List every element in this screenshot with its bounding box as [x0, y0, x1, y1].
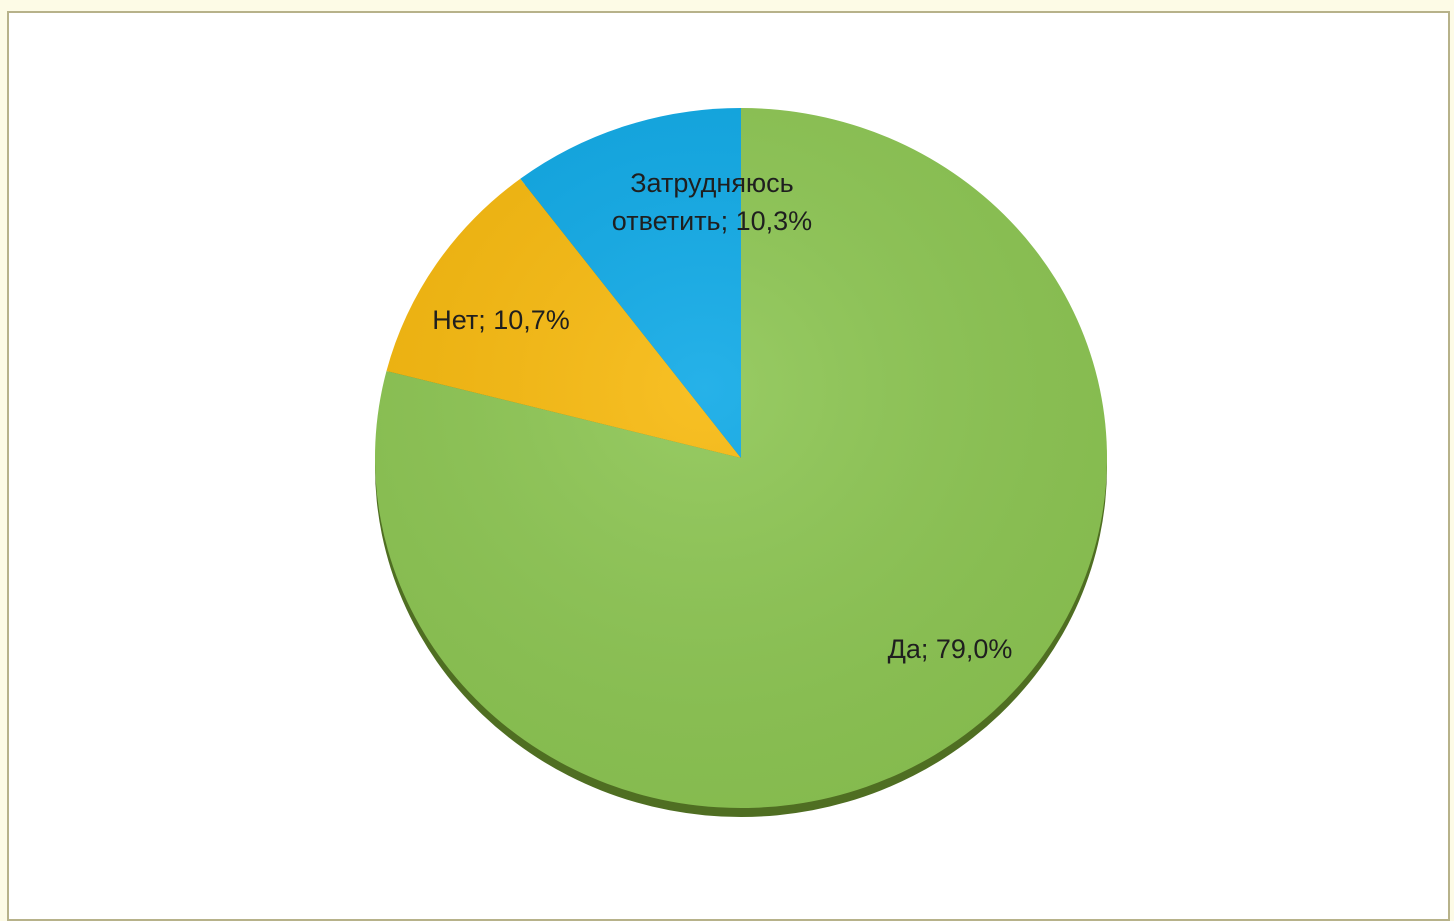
data-label-no: Нет; 10,7% [432, 305, 570, 335]
data-label-yes: Да; 79,0% [888, 634, 1013, 664]
pie-shading [375, 108, 1107, 808]
data-label-unsure-line2: ответить; 10,3% [612, 206, 812, 236]
data-label-unsure-line1: Затрудняюсь [630, 168, 794, 198]
